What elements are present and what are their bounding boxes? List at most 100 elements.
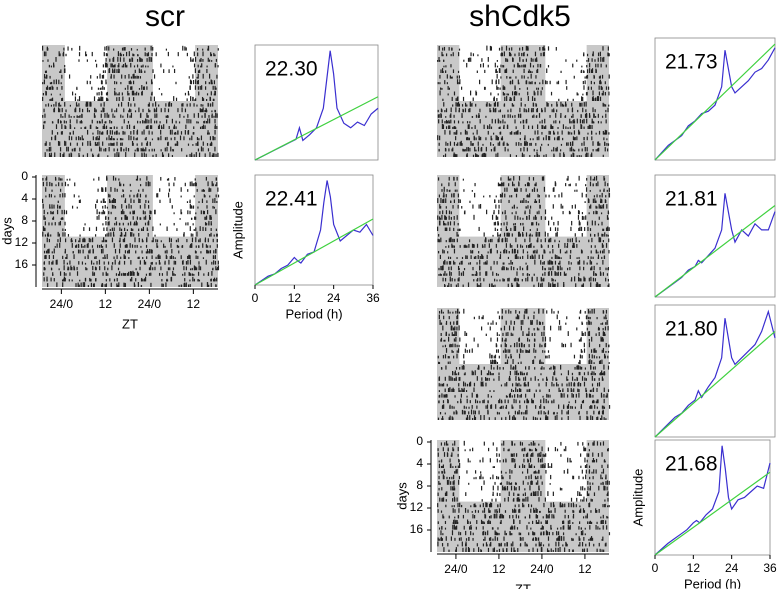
activity-bar xyxy=(537,87,540,90)
activity-bar xyxy=(210,228,212,231)
activity-bar xyxy=(448,148,450,152)
activity-bar xyxy=(165,115,167,118)
activity-bar xyxy=(164,147,166,152)
activity-bar xyxy=(212,135,214,141)
activity-bar xyxy=(146,142,148,146)
activity-bar xyxy=(93,113,96,118)
activity-bar xyxy=(522,350,524,353)
activity-bar xyxy=(472,417,474,420)
activity-bar xyxy=(490,126,493,129)
activity-bar xyxy=(208,132,210,135)
activity-bar xyxy=(576,257,578,259)
activity-bar xyxy=(108,198,111,203)
activity-bar xyxy=(531,480,533,485)
activity-bar xyxy=(448,356,450,359)
activity-bar xyxy=(445,116,447,118)
activity-bar xyxy=(458,479,460,485)
activity-bar xyxy=(570,262,572,265)
activity-bar xyxy=(549,131,551,135)
activity-bar xyxy=(130,190,132,192)
activity-bar xyxy=(58,233,60,237)
activity-bar xyxy=(514,215,516,220)
activity-bar xyxy=(66,262,68,265)
activity-bar xyxy=(159,262,161,265)
activity-bar xyxy=(77,99,79,101)
activity-bar xyxy=(542,278,544,282)
activity-bar xyxy=(112,113,114,118)
activity-bar xyxy=(104,234,107,237)
activity-bar xyxy=(443,339,445,342)
activity-bar xyxy=(46,47,49,51)
activity-bar xyxy=(132,270,134,276)
activity-bar xyxy=(602,130,604,135)
activity-bar xyxy=(540,373,542,376)
activity-bar xyxy=(583,70,585,73)
activity-bar xyxy=(592,141,594,146)
activity-bar xyxy=(567,410,569,415)
activity-bar xyxy=(516,349,518,353)
y-axis-label: days xyxy=(0,217,14,245)
activity-bar xyxy=(511,251,514,254)
activity-bar xyxy=(86,59,88,62)
activity-bar xyxy=(57,239,59,243)
activity-bar xyxy=(585,193,587,198)
activity-bar xyxy=(601,359,603,364)
activity-bar xyxy=(95,267,97,271)
activity-bar xyxy=(511,262,514,265)
activity-bar xyxy=(95,256,97,259)
activity-bar xyxy=(494,108,496,113)
activity-bar xyxy=(144,70,146,73)
activity-bar xyxy=(490,266,492,271)
activity-bar xyxy=(483,507,486,513)
activity-bar xyxy=(462,121,464,124)
activity-bar xyxy=(587,58,590,62)
activity-bar xyxy=(93,262,95,265)
activity-bar xyxy=(108,211,110,215)
activity-bar xyxy=(547,447,550,452)
activity-bar xyxy=(452,508,454,513)
activity-bar xyxy=(570,143,572,146)
activity-bar xyxy=(496,70,498,73)
activity-bar xyxy=(105,79,107,85)
activity-bar xyxy=(586,327,588,331)
activity-bar xyxy=(535,349,537,353)
activity-bar xyxy=(485,405,487,409)
activity-bar xyxy=(195,227,197,231)
activity-bar xyxy=(505,471,507,474)
activity-bar xyxy=(528,349,531,353)
activity-bar xyxy=(460,261,462,265)
activity-bar xyxy=(207,245,209,248)
activity-bar xyxy=(64,251,66,254)
activity-bar xyxy=(442,265,444,271)
activity-bar xyxy=(499,183,501,187)
activity-bar xyxy=(514,394,516,398)
activity-bar xyxy=(118,63,120,68)
activity-bar xyxy=(592,394,594,398)
activity-bar xyxy=(81,261,84,265)
activity-bar xyxy=(553,130,555,135)
activity-bar xyxy=(595,283,597,287)
activity-bar xyxy=(458,75,461,79)
activity-bar xyxy=(448,125,450,129)
activity-bar xyxy=(540,52,542,57)
activity-bar xyxy=(453,480,455,485)
activity-bar xyxy=(204,125,206,129)
activity-bar xyxy=(60,113,62,118)
activity-bar xyxy=(483,278,485,282)
activity-bar xyxy=(213,260,215,265)
activity-bar xyxy=(450,211,452,215)
activity-bar xyxy=(522,373,524,376)
activity-bar xyxy=(440,309,443,314)
activity-bar xyxy=(545,135,547,141)
activity-bar xyxy=(51,97,54,101)
activity-bar xyxy=(544,267,546,271)
activity-bar xyxy=(575,283,577,287)
activity-bar xyxy=(184,108,187,113)
activity-bar xyxy=(72,130,74,135)
activity-bar xyxy=(201,85,203,90)
activity-bar xyxy=(481,499,483,502)
activity-bar xyxy=(601,243,603,248)
activity-bar xyxy=(475,505,477,508)
activity-bar xyxy=(201,115,203,118)
activity-bar xyxy=(113,204,115,209)
